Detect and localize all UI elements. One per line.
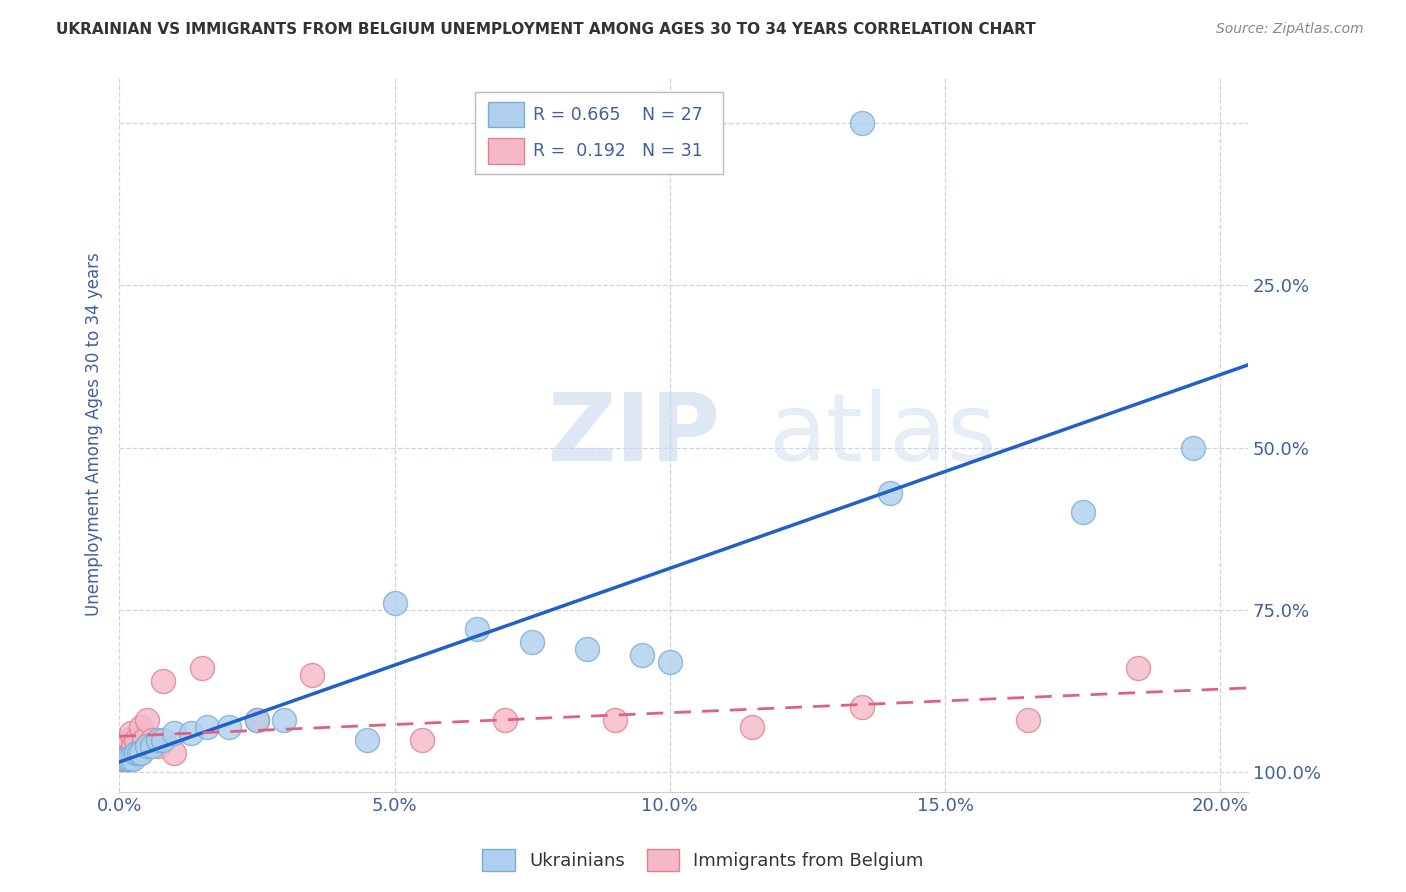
Point [129,720,152,734]
Point [114,752,136,766]
Text: atlas: atlas [768,389,997,481]
Point [152,732,174,747]
Text: N = 27: N = 27 [641,105,703,124]
Point [180,726,202,740]
Point [129,746,152,760]
Point [117,739,139,754]
Point [246,713,269,727]
Point [135,739,157,754]
Point [411,732,433,747]
Legend: Ukrainians, Immigrants from Belgium: Ukrainians, Immigrants from Belgium [475,842,931,879]
Point [191,661,214,675]
Point [146,732,169,747]
Point [1017,713,1039,727]
Point [879,486,901,500]
Point [195,720,218,734]
Point [120,726,142,740]
Y-axis label: Unemployment Among Ages 30 to 34 years: Unemployment Among Ages 30 to 34 years [86,252,103,616]
Point [146,739,169,754]
Point [117,752,139,766]
Point [132,732,155,747]
FancyBboxPatch shape [488,102,524,128]
Point [658,655,681,669]
Point [122,752,145,766]
Point [520,635,543,649]
Point [115,752,138,766]
Text: N = 31: N = 31 [641,142,703,160]
Point [465,623,488,637]
Point [246,713,269,727]
Text: R =  0.192: R = 0.192 [533,142,626,160]
Point [141,739,163,754]
Point [1071,506,1094,520]
Point [356,732,378,747]
Point [141,732,163,747]
Point [135,713,157,727]
Text: Source: ZipAtlas.com: Source: ZipAtlas.com [1216,22,1364,37]
Point [384,596,406,610]
Point [576,641,599,656]
Point [301,668,323,682]
Point [152,674,174,689]
Point [273,713,295,727]
Point [120,746,142,760]
FancyBboxPatch shape [475,92,723,174]
Point [1126,661,1149,675]
Point [118,732,141,747]
Point [114,746,136,760]
Point [125,746,148,760]
Point [163,746,186,760]
Point [163,726,186,740]
Point [218,720,240,734]
Point [851,116,873,130]
Point [122,739,145,754]
Point [128,746,150,760]
FancyBboxPatch shape [488,138,524,164]
Text: R = 0.665: R = 0.665 [533,105,621,124]
Point [120,752,142,766]
Point [851,700,873,714]
Point [603,713,626,727]
Point [631,648,654,663]
Text: UKRAINIAN VS IMMIGRANTS FROM BELGIUM UNEMPLOYMENT AMONG AGES 30 TO 34 YEARS CORR: UKRAINIAN VS IMMIGRANTS FROM BELGIUM UNE… [56,22,1036,37]
Point [741,720,763,734]
Text: ZIP: ZIP [548,389,721,481]
Point [111,752,134,766]
Point [1181,441,1204,455]
Point [128,746,150,760]
Point [125,732,148,747]
Point [494,713,516,727]
